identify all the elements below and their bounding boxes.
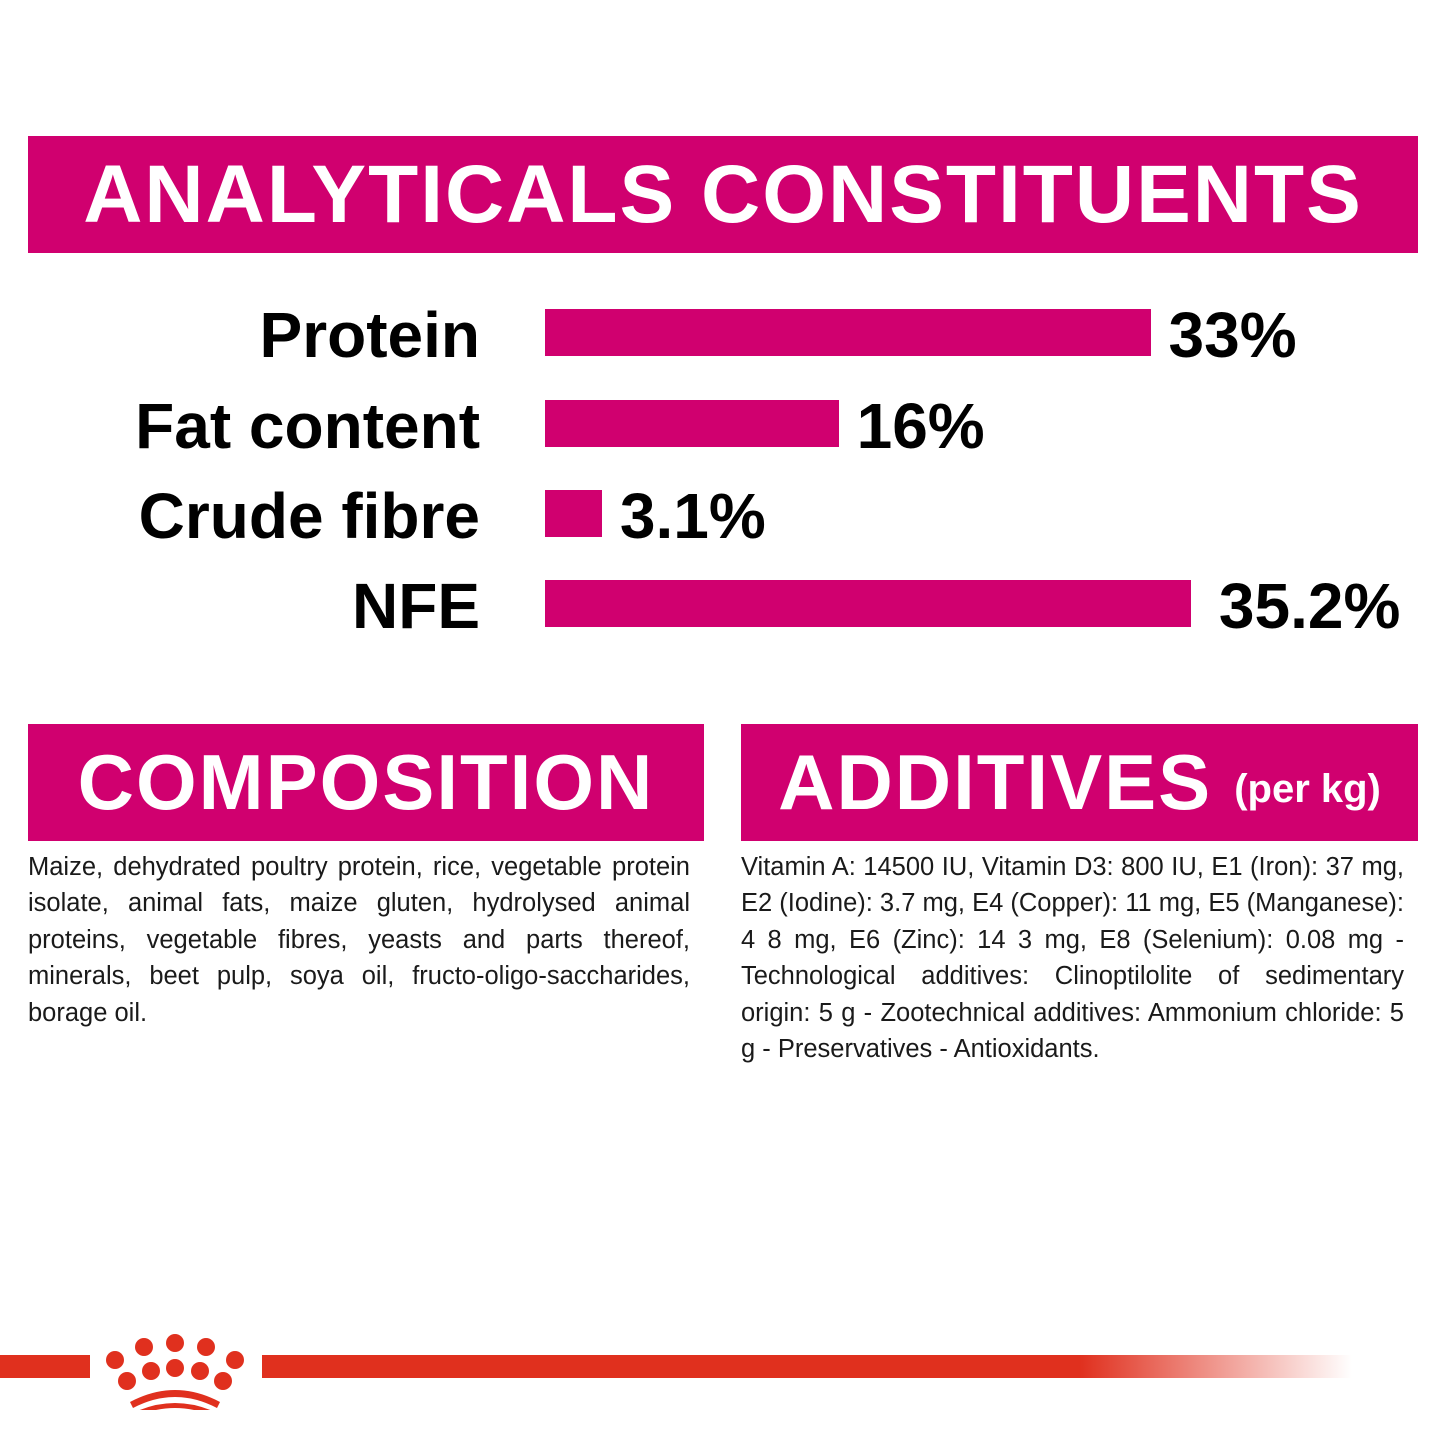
bar xyxy=(545,309,1151,356)
analytical-constituents-header: ANALYTICALS CONSTITUENTS xyxy=(28,136,1418,253)
bar xyxy=(545,490,602,537)
additives-subtitle: (per kg) xyxy=(1234,767,1381,811)
bar xyxy=(545,400,839,447)
bar xyxy=(545,580,1191,627)
additives-text: Vitamin A: 14500 IU, Vitamin D3: 800 IU,… xyxy=(741,853,1404,1064)
bar-label: Crude fibre xyxy=(138,480,480,552)
bar-value-label: 35.2% xyxy=(1218,570,1401,642)
bar-value-label: 3.1% xyxy=(619,480,766,552)
additives-header: ADDITIVES (per kg) xyxy=(741,724,1418,841)
bar-value-label: 16% xyxy=(856,390,985,462)
bar-label: Fat content xyxy=(135,390,480,462)
header-title: ANALYTICALS CONSTITUENTS xyxy=(83,148,1363,240)
royal-canin-crown-icon xyxy=(106,1334,244,1410)
footer-brand-strip xyxy=(0,1334,1352,1410)
footer-line-right xyxy=(262,1355,1352,1378)
bar-label: NFE xyxy=(352,570,480,642)
bar-value-label: 33% xyxy=(1168,299,1297,371)
bar-label: Protein xyxy=(259,299,480,371)
additives-title: ADDITIVES xyxy=(778,738,1213,826)
composition-header: COMPOSITION xyxy=(28,724,704,841)
composition-title: COMPOSITION xyxy=(77,738,655,826)
footer-line-left xyxy=(0,1355,90,1378)
composition-text: Maize, dehydrated poultry protein, rice,… xyxy=(28,853,690,1027)
